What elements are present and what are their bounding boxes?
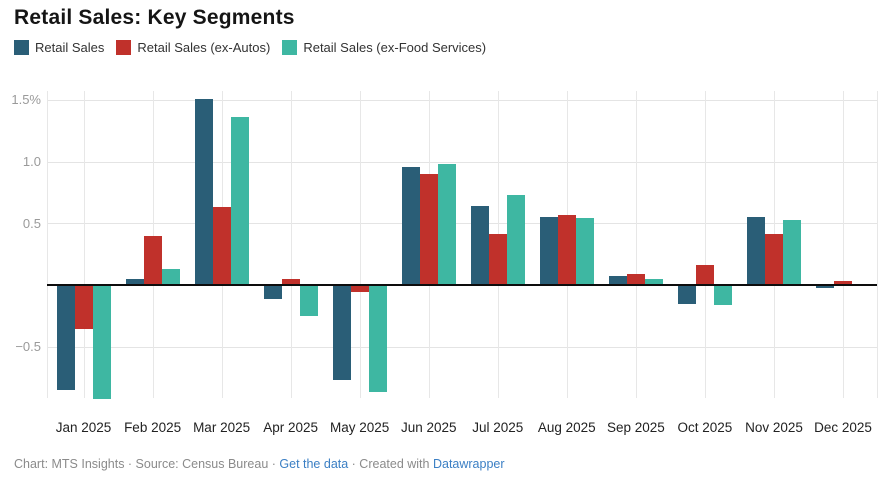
y-gridline [47,346,877,348]
legend-swatch [282,40,298,55]
bar [539,217,558,285]
y-gridline [47,161,877,163]
zero-baseline [47,283,877,286]
bar [332,285,351,380]
x-gridline [877,91,878,398]
datawrapper-link[interactable]: Datawrapper [432,457,505,471]
bar [350,285,369,293]
x-axis-tick-label: Oct 2025 [677,420,733,435]
bar [212,207,231,285]
bar [125,278,144,285]
bar [470,206,489,285]
x-axis-tick-label: Jan 2025 [55,420,112,435]
bar [419,173,438,285]
y-axis-tick-label: 1.0 [22,154,41,170]
x-axis-tick-label: May 2025 [330,420,390,435]
legend-label: Retail Sales (ex-Food Services) [303,40,487,55]
bar [368,285,387,393]
legend-item: Retail Sales (ex-Autos) [116,40,270,55]
legend-item: Retail Sales [14,40,104,55]
x-axis-tick-label: Feb 2025 [124,420,182,435]
legend-label: Retail Sales (ex-Autos) [137,40,271,55]
bar [783,219,801,285]
x-axis-tick-label: Nov 2025 [745,420,803,435]
legend-swatch [116,40,132,55]
footer-created-with-text: · Created with [348,457,433,471]
bar [56,285,75,390]
chart-title: Retail Sales: Key Segments [14,6,295,29]
x-axis-tick-label: Jun 2025 [401,420,457,435]
x-gridline [359,91,361,398]
x-axis-tick-label: Jul 2025 [472,420,524,435]
legend: Retail Sales Retail Sales (ex-Autos) Retai… [14,40,486,55]
x-axis-tick-label: Mar 2025 [193,420,251,435]
bar [695,265,714,285]
bar [506,194,525,285]
bar [437,164,456,285]
legend-item: Retail Sales (ex-Food Services) [282,40,486,55]
bar [677,285,696,304]
x-gridline [704,91,706,398]
x-axis-tick-label: Dec 2025 [814,420,872,435]
x-axis-tick-label: Sep 2025 [606,420,665,435]
bar [74,285,93,330]
y-axis-tick-label: −0.5 [15,339,41,355]
x-axis-tick-label: Aug 2025 [537,420,596,435]
x-axis-tick-label: Apr 2025 [263,420,318,435]
footer-attribution-text: Chart: MTS Insights · Source: Census Bur… [14,457,280,471]
bar [488,234,507,285]
bar [281,278,300,285]
x-gridline [83,91,85,398]
bar [713,285,732,305]
x-gridline [290,91,292,398]
chart-footer: Chart: MTS Insights · Source: Census Bur… [14,457,505,471]
bar [747,217,765,285]
bar [557,214,576,285]
bar [299,285,318,316]
bar [834,281,852,285]
get-the-data-link[interactable]: Get the data [279,457,349,471]
bar [401,166,420,285]
bar [626,273,645,285]
bar [816,285,834,288]
bar [161,269,180,285]
bar [194,98,213,285]
x-gridline [843,91,844,398]
bar [143,235,162,285]
y-axis-tick-label: 1.5% [11,92,41,108]
bar [575,218,594,285]
bar [92,285,111,399]
bar [230,117,249,285]
bar [644,278,663,285]
x-gridline [635,91,637,398]
legend-label: Retail Sales [35,40,105,55]
y-gridline [47,223,877,225]
y-axis-tick-label: 0.5 [22,215,41,231]
legend-swatch [14,40,29,55]
bar [608,276,627,285]
y-gridline [47,99,877,101]
x-gridline [47,91,48,398]
bar [263,285,282,299]
bar [765,234,783,285]
